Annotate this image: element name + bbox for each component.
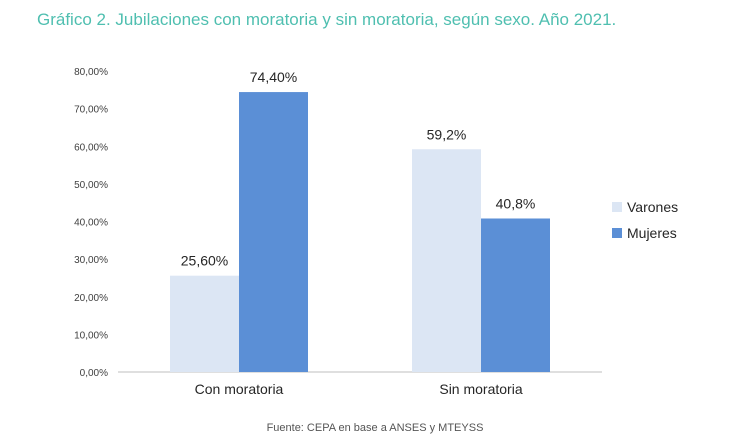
data-label: 74,40% — [250, 69, 297, 85]
y-tick-label: 30,00% — [74, 255, 108, 266]
bar-mujeres-2 — [481, 218, 550, 372]
chart-title: Gráfico 2. Jubilaciones con moratoria y … — [37, 10, 617, 29]
legend-swatch-mujeres — [612, 228, 622, 238]
bar-varones-2 — [412, 149, 481, 372]
x-category-label: Sin moratoria — [439, 381, 522, 397]
legend-swatch-varones — [612, 202, 622, 212]
x-category-label: Con moratoria — [195, 381, 284, 397]
y-tick-label: 20,00% — [74, 293, 108, 304]
legend-label-mujeres: Mujeres — [627, 225, 677, 241]
y-tick-label: 50,00% — [74, 180, 108, 191]
legend-label-varones: Varones — [627, 199, 678, 215]
y-tick-label: 70,00% — [74, 105, 108, 116]
source-note: Fuente: CEPA en base a ANSES y MTEYSS — [266, 422, 484, 434]
data-label: 40,8% — [496, 195, 536, 211]
bar-chart: 0,00% 10,00% 20,00% 30,00% 40,00% 50,00% 60,00… — [74, 67, 678, 397]
y-tick-label: 40,00% — [74, 218, 108, 229]
bar-varones-1 — [170, 275, 239, 372]
y-tick-label: 60,00% — [74, 142, 108, 153]
data-label: 25,60% — [181, 253, 228, 269]
y-tick-label: 80,00% — [74, 67, 108, 78]
bar-mujeres-1 — [239, 92, 308, 372]
y-tick-label: 10,00% — [74, 330, 108, 341]
y-tick-label: 0,00% — [80, 368, 108, 379]
data-label: 59,2% — [427, 126, 467, 142]
